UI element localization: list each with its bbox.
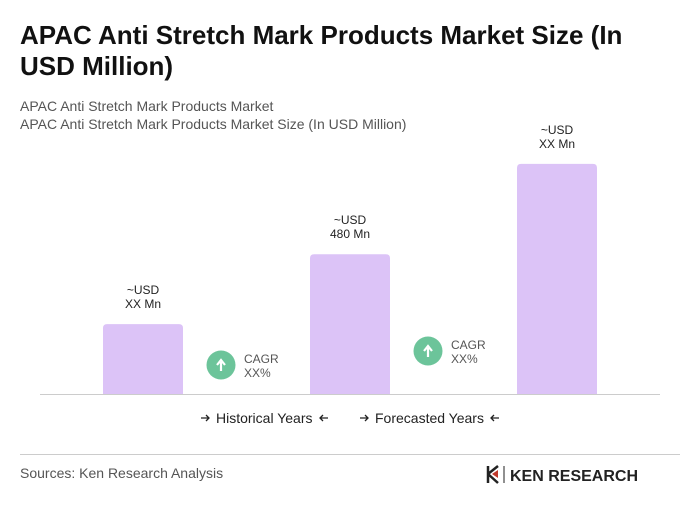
chart-title: APAC Anti Stretch Mark Products Market S…	[20, 20, 622, 50]
subtitle: APAC Anti Stretch Mark Products Market	[20, 98, 273, 114]
bar	[103, 324, 183, 394]
cagr-label: XX%	[451, 352, 478, 366]
cagr-label: CAGR	[244, 352, 279, 366]
logo-text: KEN RESEARCH	[510, 468, 638, 485]
value-label: ~USD	[541, 123, 574, 137]
logo-icon	[486, 465, 499, 484]
bar	[517, 163, 597, 394]
chart-title: USD Million)	[20, 51, 173, 81]
legend-arrow	[360, 414, 369, 422]
bar	[310, 254, 390, 394]
value-label: XX Mn	[539, 137, 575, 151]
cagr-arrow	[216, 358, 226, 371]
legend-arrow	[201, 414, 210, 422]
legend-label: Forecasted Years	[375, 410, 484, 426]
legend-arrow	[319, 414, 328, 422]
cagr-label: CAGR	[451, 338, 486, 352]
value-label: XX Mn	[125, 297, 161, 311]
cagr-label: XX%	[244, 366, 271, 380]
subtitle: APAC Anti Stretch Mark Products Market S…	[20, 116, 406, 132]
source: Sources: Ken Research Analysis	[20, 465, 223, 481]
legend-label: Historical Years	[216, 410, 313, 426]
legend-arrow	[490, 414, 499, 422]
value-label: ~USD	[334, 213, 367, 227]
logo: KEN RESEARCH	[486, 465, 638, 485]
value-label: ~USD	[127, 283, 160, 297]
cagr-arrow	[423, 344, 433, 357]
value-label: 480 Mn	[330, 227, 370, 241]
logo-icon	[492, 470, 498, 478]
